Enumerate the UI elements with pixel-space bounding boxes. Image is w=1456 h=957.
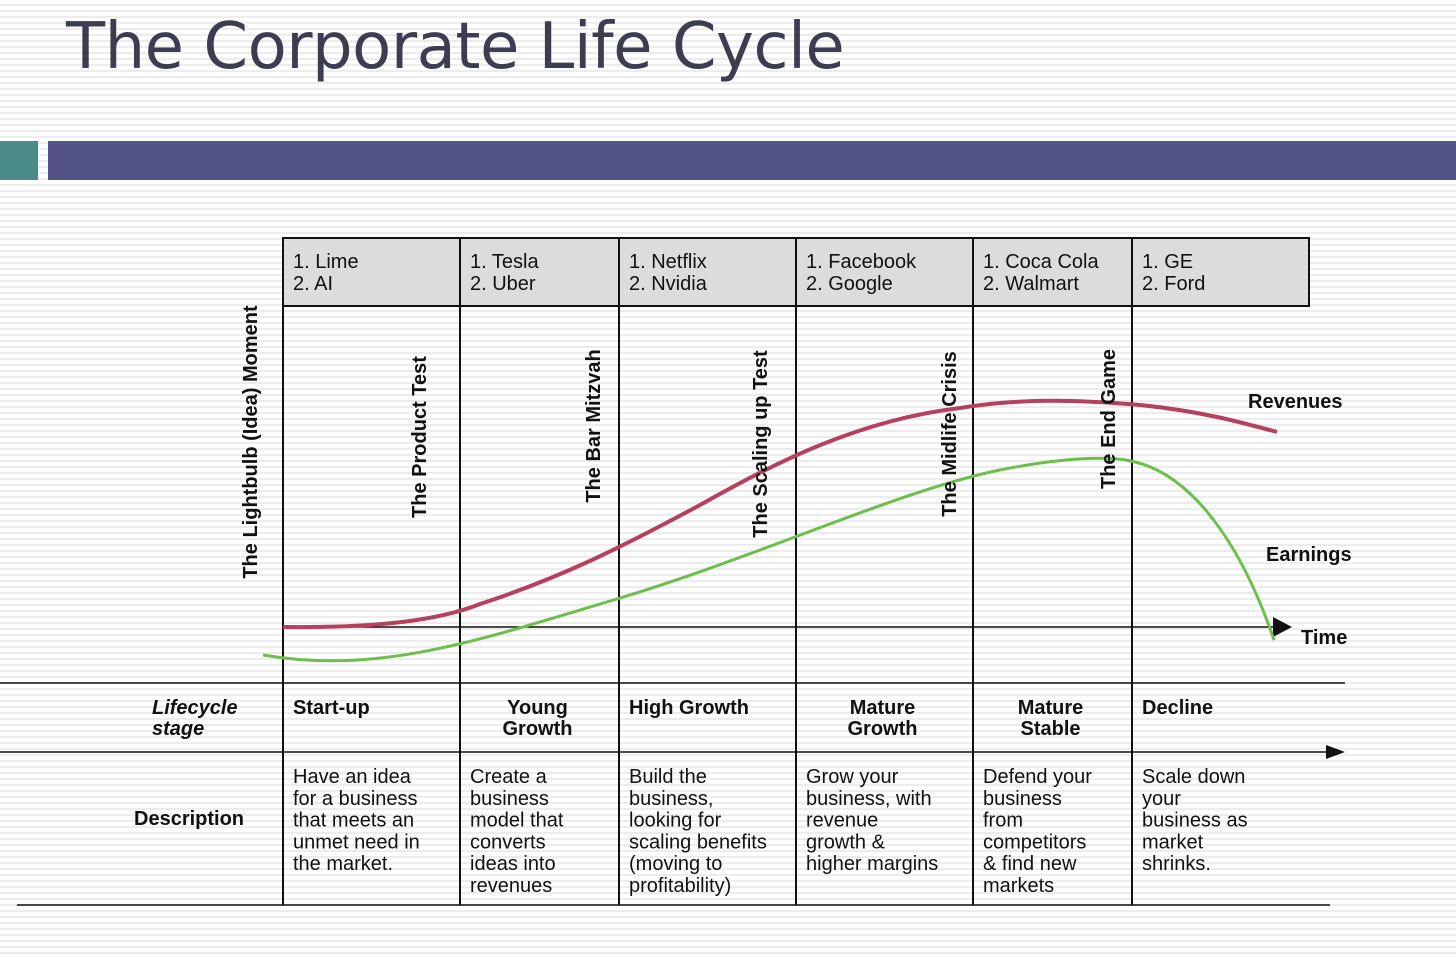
earnings-label: Earnings [1266,544,1352,566]
lifecycle-stage-header-line1: Lifecycle [152,697,238,719]
description-line: business as [1142,810,1248,832]
description-line: converts [470,831,546,853]
milestone-label: The Scaling up Test [750,350,772,538]
milestone-label: The Lightbulb (Idea) Moment [240,305,262,579]
time-label: Time [1301,627,1347,649]
description-line: unmet need in [293,831,420,853]
time-axis-arrow [1273,617,1292,637]
description-line: growth & [806,831,886,853]
company-name: 2. Google [806,273,893,295]
description-line: the market. [293,853,393,875]
description-line: your [1142,788,1181,810]
company-name: 2. Ford [1142,273,1205,295]
description-line: markets [983,875,1054,897]
description-line: model that [470,810,564,832]
revenues-curve [282,398,1278,630]
accent-block [0,141,38,180]
company-cell [618,237,797,307]
company-name: 1. Netflix [629,251,707,273]
description-line: profitability) [629,875,731,897]
description-line: (moving to [629,853,722,875]
company-cell [972,237,1133,307]
company-name: 2. AI [293,273,333,295]
company-name: 1. GE [1142,251,1193,273]
description-line: shrinks. [1142,853,1211,875]
description-line: business [470,788,549,810]
description-line: scaling benefits [629,831,767,853]
stage-name: High Growth [629,697,749,719]
description-line: Have an idea [293,766,412,788]
company-name: 1. Facebook [806,251,917,273]
stage-name: Decline [1142,697,1213,719]
description-line: that meets an [293,810,414,832]
company-cell [1131,237,1310,307]
stage-name: Start-up [293,697,370,719]
description-line: competitors [983,831,1086,853]
description-line: Create a [470,766,548,788]
stage-name: Mature [850,697,916,719]
earnings-curve [262,456,1276,663]
revenues-label: Revenues [1248,391,1343,413]
milestone-label: The Bar Mitzvah [583,349,605,502]
stage-name: Growth [848,718,918,740]
company-name: 1. Tesla [470,251,539,273]
milestone-labels: The Lightbulb (Idea) Moment The Product T… [240,305,1120,579]
page-title: The Corporate Life Cycle [66,10,845,84]
lifecycle-stage-header-line2: stage [152,718,204,740]
milestone-label: The End Game [1098,349,1120,489]
description-line: business, [629,788,714,810]
stage-name: Young [507,697,568,719]
company-name: 2. Walmart [983,273,1079,295]
description-line: Grow your [806,766,899,788]
description-line: ideas into [470,853,556,875]
company-cell [795,237,974,307]
milestone-label: The Product Test [409,356,431,518]
description-line: looking for [629,810,722,832]
description-line: & find new [983,853,1077,875]
description-line: for a business [293,788,418,810]
description-header: Description [134,808,244,830]
description-line: revenue [806,810,878,832]
company-name: 1. Lime [293,251,359,273]
description-line: business [983,788,1062,810]
milestone-label: The Midlife Crisis [939,351,961,517]
company-name: 1. Coca Cola [983,251,1099,273]
description-line: higher margins [806,853,938,875]
stage-name: Stable [1020,718,1080,740]
company-cell [459,237,620,307]
description-line: revenues [470,875,552,897]
header-divider-bar [48,141,1456,180]
stage-name: Growth [503,718,573,740]
company-name: 2. Nvidia [629,273,708,295]
description-line: from [983,810,1023,832]
description-line: Defend your [983,766,1092,788]
description-line: market [1142,831,1204,853]
stage-row-arrow [1326,745,1345,759]
stage-name: Mature [1018,697,1084,719]
company-name: 2. Uber [470,273,536,295]
description-line: business, with [806,788,932,810]
description-line: Build the [629,766,707,788]
description-line: Scale down [1142,766,1245,788]
